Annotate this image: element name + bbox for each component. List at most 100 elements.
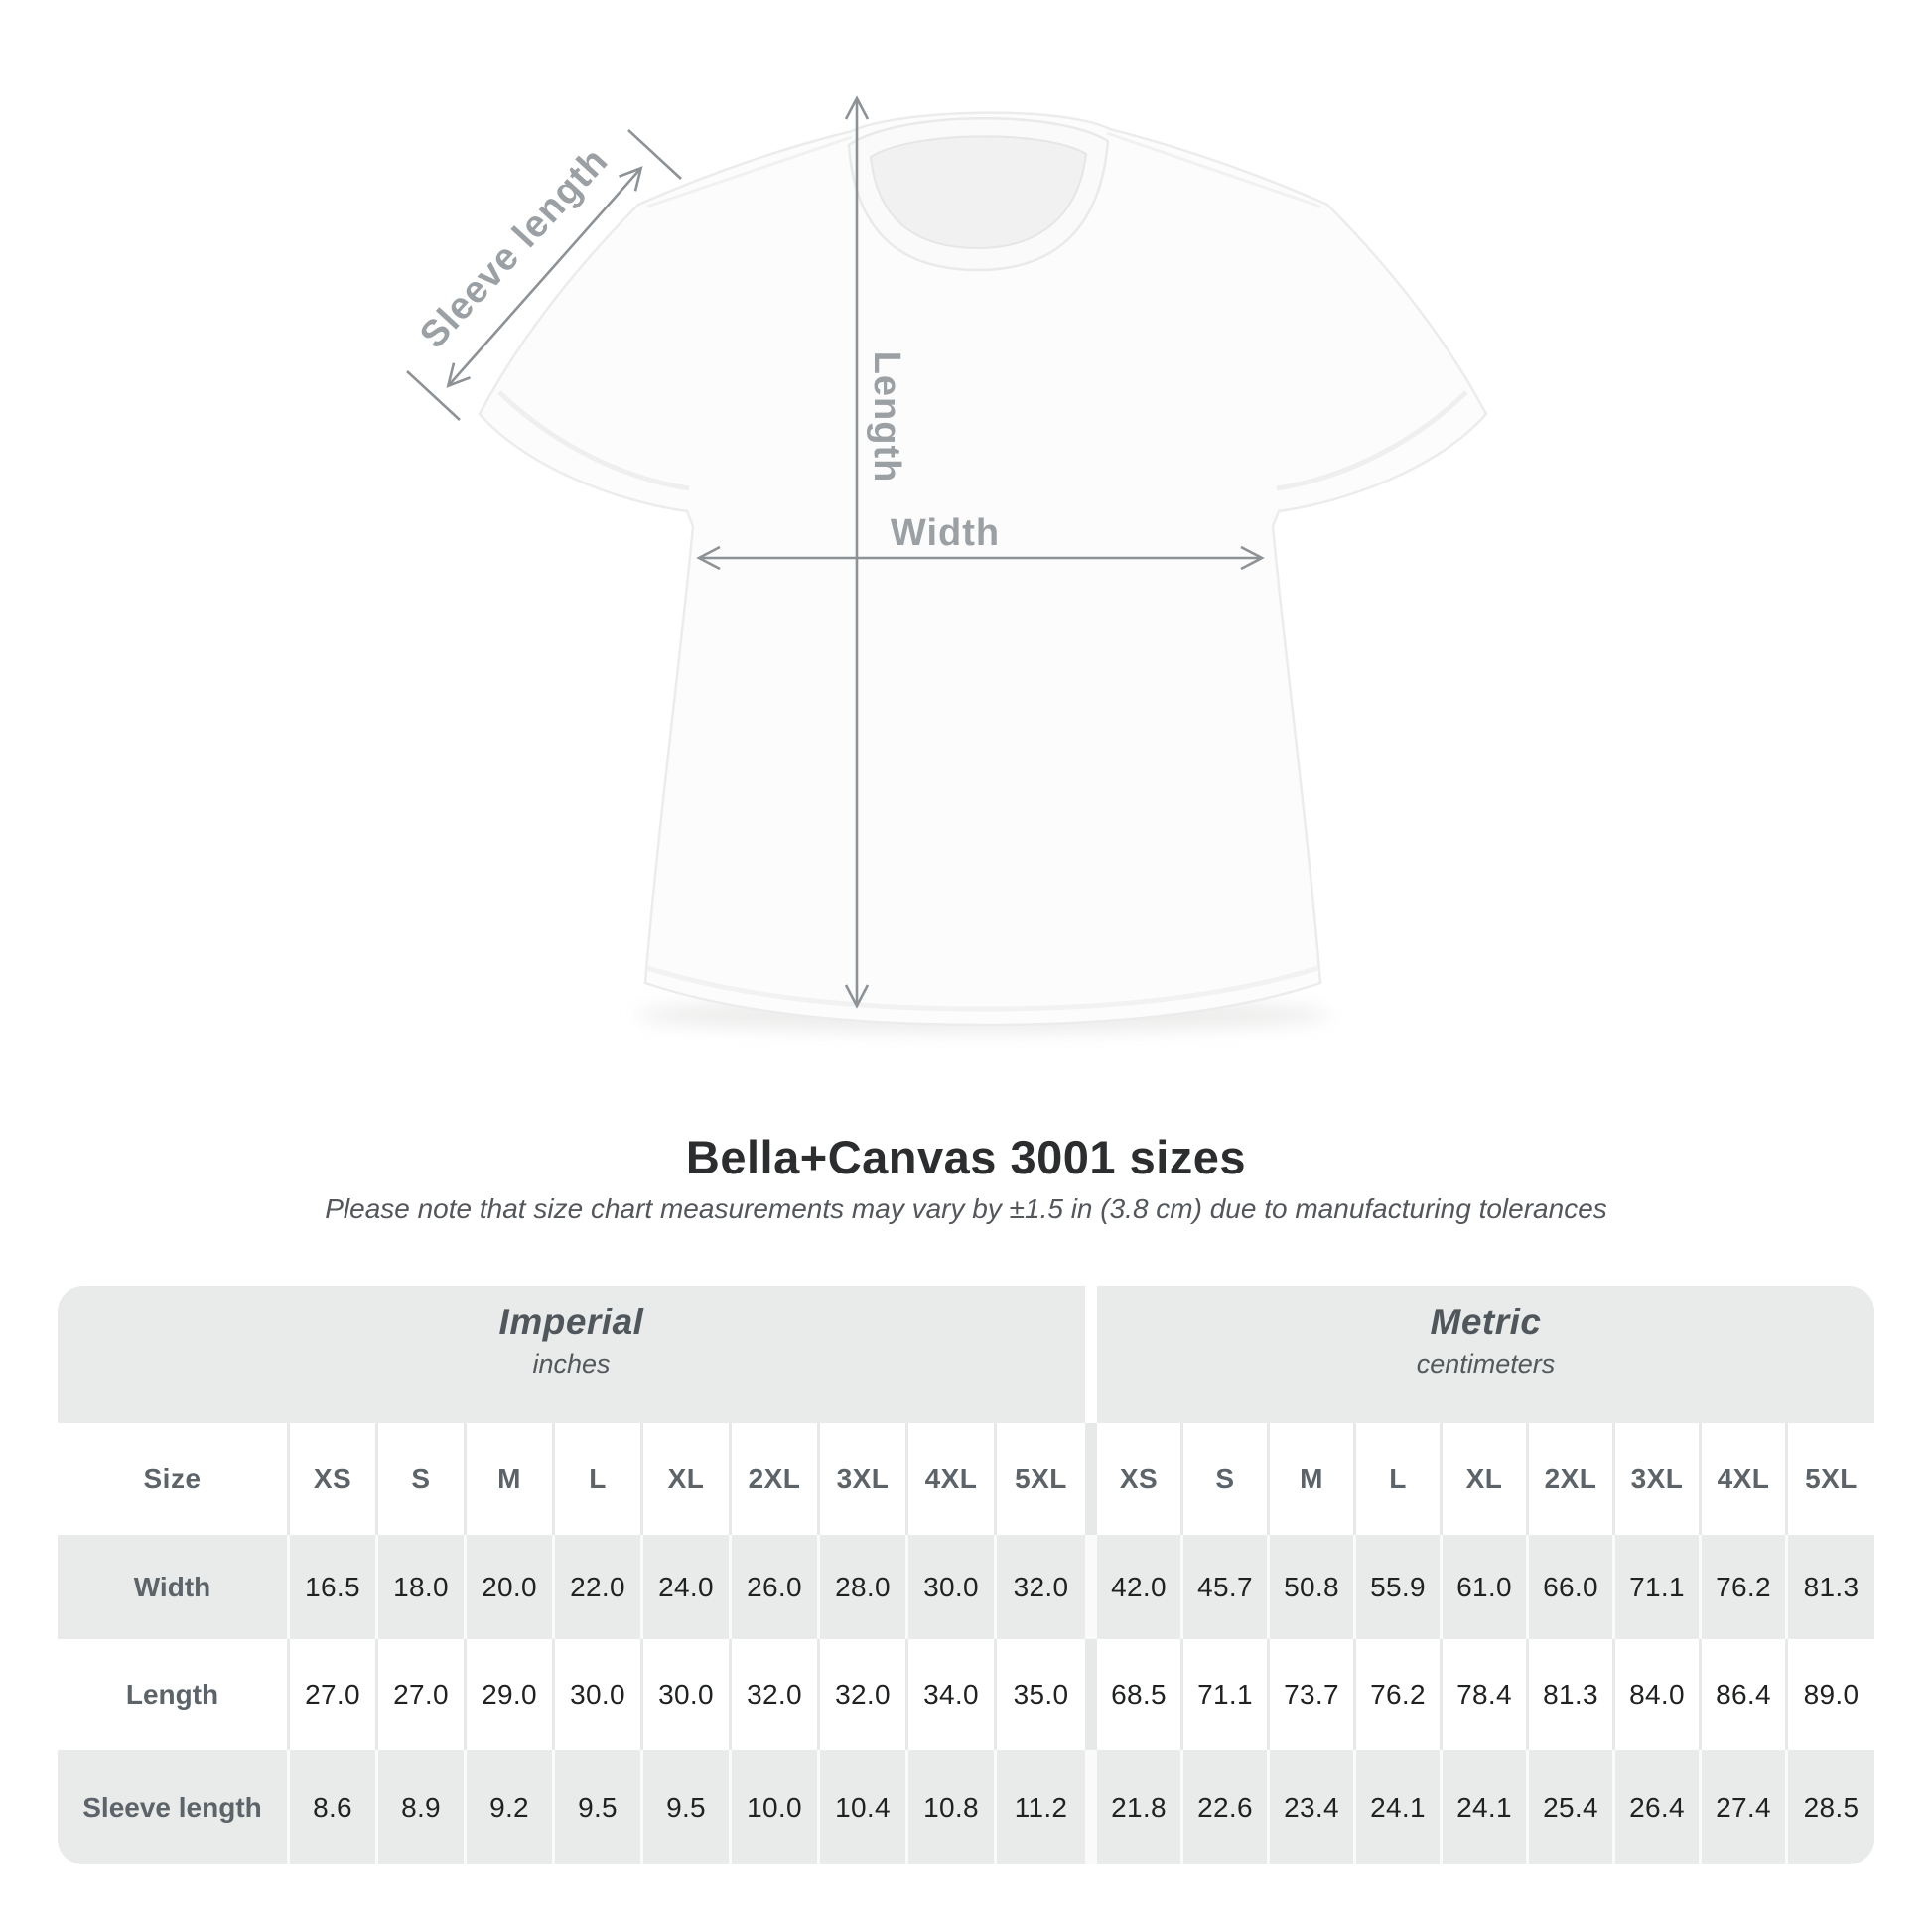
value-cell: 9.5 (643, 1750, 732, 1864)
size-col-metric-5xl: 5XL (1805, 1462, 1858, 1494)
value-cell: 30.0 (908, 1535, 997, 1639)
size-col-imperial-s: S (378, 1423, 467, 1535)
value-cell: 22.6 (1183, 1750, 1270, 1864)
size-table: Imperial inches Metric centimeters Size … (58, 1286, 1874, 1864)
size-col-imperial-m: M (467, 1423, 555, 1535)
value-cell: 22.0 (555, 1535, 643, 1639)
value-cell: 81.3 (1803, 1571, 1860, 1602)
unit-divider (1085, 1750, 1097, 1864)
right-sleeve-hem-crease (1276, 390, 1468, 491)
value-cell: 32.0 (1013, 1571, 1069, 1602)
value-cell: 68.5 (1097, 1639, 1183, 1750)
value-cell: 61.0 (1443, 1535, 1529, 1639)
size-col-metric-2xl: 2XL (1529, 1423, 1615, 1535)
value-cell: 8.9 (378, 1750, 467, 1864)
value-cell: 71.1 (1615, 1535, 1702, 1639)
value-cell: 8.6 (290, 1750, 378, 1864)
size-col-imperial-4xl: 4XL (908, 1423, 997, 1535)
value-cell: 24.1 (1356, 1750, 1443, 1864)
right-shoulder-seam (1106, 131, 1321, 208)
left-sleeve-hem-crease (497, 390, 690, 491)
size-col-imperial-l: L (555, 1423, 643, 1535)
value-cell: 76.2 (1356, 1639, 1443, 1750)
value-cell: 32.0 (732, 1639, 820, 1750)
value-cell: 32.0 (820, 1639, 908, 1750)
value-cell: 27.4 (1702, 1750, 1788, 1864)
size-col-imperial-xs: XS (290, 1423, 378, 1535)
length-label: Length (866, 351, 907, 483)
size-column-header: Size (58, 1423, 290, 1535)
unit-divider (1085, 1535, 1097, 1639)
size-col-imperial-3xl: 3XL (820, 1423, 908, 1535)
value-cell: 76.2 (1702, 1535, 1788, 1639)
sleeve-arrow-cap-top (627, 129, 682, 180)
value-cell: 11.2 (1014, 1791, 1068, 1823)
metric-label: Metric (1430, 1302, 1542, 1342)
value-cell: 26.0 (732, 1535, 820, 1639)
value-cell: 28.0 (820, 1535, 908, 1639)
sleeve-length-arrow (446, 166, 643, 388)
size-col-metric-4xl: 4XL (1702, 1423, 1788, 1535)
value-cell: 78.4 (1443, 1639, 1529, 1750)
value-cell: 9.2 (467, 1750, 555, 1864)
size-col-metric-xl: XL (1443, 1423, 1529, 1535)
value-cell: 10.0 (732, 1750, 820, 1864)
value-cell: 30.0 (555, 1639, 643, 1750)
collar-opening (869, 135, 1088, 250)
value-cell: 29.0 (467, 1639, 555, 1750)
value-cell: 21.8 (1097, 1750, 1183, 1864)
size-col-metric-m: M (1270, 1423, 1356, 1535)
imperial-sublabel: inches (532, 1349, 611, 1379)
value-cell: 16.5 (290, 1535, 378, 1639)
row-label-width: Width (58, 1535, 290, 1639)
size-col-metric-xs: XS (1097, 1423, 1183, 1535)
unit-header-row: Imperial inches Metric centimeters (58, 1286, 1874, 1423)
value-cell: 42.0 (1097, 1535, 1183, 1639)
width-label: Width (891, 512, 1000, 554)
value-cell: 89.0 (1803, 1679, 1860, 1710)
table-row-sleeve-length: Sleeve length 8.6 8.9 9.2 9.5 9.5 10.0 1… (58, 1750, 1874, 1864)
value-cell: 25.4 (1529, 1750, 1615, 1864)
value-cell: 10.4 (820, 1750, 908, 1864)
value-cell: 50.8 (1270, 1535, 1356, 1639)
hem-fold (646, 965, 1319, 1012)
imperial-label: Imperial (498, 1302, 644, 1342)
value-cell: 71.1 (1183, 1639, 1270, 1750)
value-cell: 34.0 (908, 1639, 997, 1750)
size-col-imperial-5xl: 5XL (1015, 1462, 1067, 1494)
page-subtitle: Please note that size chart measurements… (325, 1193, 1607, 1224)
value-cell: 84.0 (1615, 1639, 1702, 1750)
table-row-length: Length 27.0 27.0 29.0 30.0 30.0 32.0 32.… (58, 1639, 1874, 1750)
value-cell: 73.7 (1270, 1639, 1356, 1750)
value-cell: 23.4 (1270, 1750, 1356, 1864)
size-col-imperial-xl: XL (643, 1423, 732, 1535)
tshirt-measurement-diagram: Length Width Sleeve length (406, 95, 1488, 1033)
size-col-metric-s: S (1183, 1423, 1270, 1535)
size-col-metric-l: L (1356, 1423, 1443, 1535)
value-cell: 86.4 (1702, 1639, 1788, 1750)
value-cell: 26.4 (1615, 1750, 1702, 1864)
value-cell: 30.0 (643, 1639, 732, 1750)
row-label-length: Length (58, 1639, 290, 1750)
value-cell: 24.1 (1443, 1750, 1529, 1864)
size-col-metric-3xl: 3XL (1615, 1423, 1702, 1535)
imperial-header: Imperial inches (58, 1286, 1085, 1423)
value-cell: 66.0 (1529, 1535, 1615, 1639)
row-label-sleeve-length: Sleeve length (58, 1750, 290, 1864)
metric-sublabel: centimeters (1416, 1349, 1556, 1379)
value-cell: 9.5 (555, 1750, 643, 1864)
left-shoulder-seam (646, 135, 853, 208)
value-cell: 45.7 (1183, 1535, 1270, 1639)
value-cell: 55.9 (1356, 1535, 1443, 1639)
value-cell: 24.0 (643, 1535, 732, 1639)
value-cell: 28.5 (1803, 1791, 1860, 1823)
value-cell: 10.8 (908, 1750, 997, 1864)
table-row-width: Width 16.5 18.0 20.0 22.0 24.0 26.0 28.0… (58, 1535, 1874, 1639)
value-cell: 18.0 (378, 1535, 467, 1639)
unit-divider (1085, 1639, 1097, 1750)
unit-divider (1085, 1423, 1097, 1535)
sleeve-arrow-cap-bottom (406, 370, 461, 421)
value-cell: 35.0 (1013, 1679, 1069, 1710)
value-cell: 81.3 (1529, 1639, 1615, 1750)
